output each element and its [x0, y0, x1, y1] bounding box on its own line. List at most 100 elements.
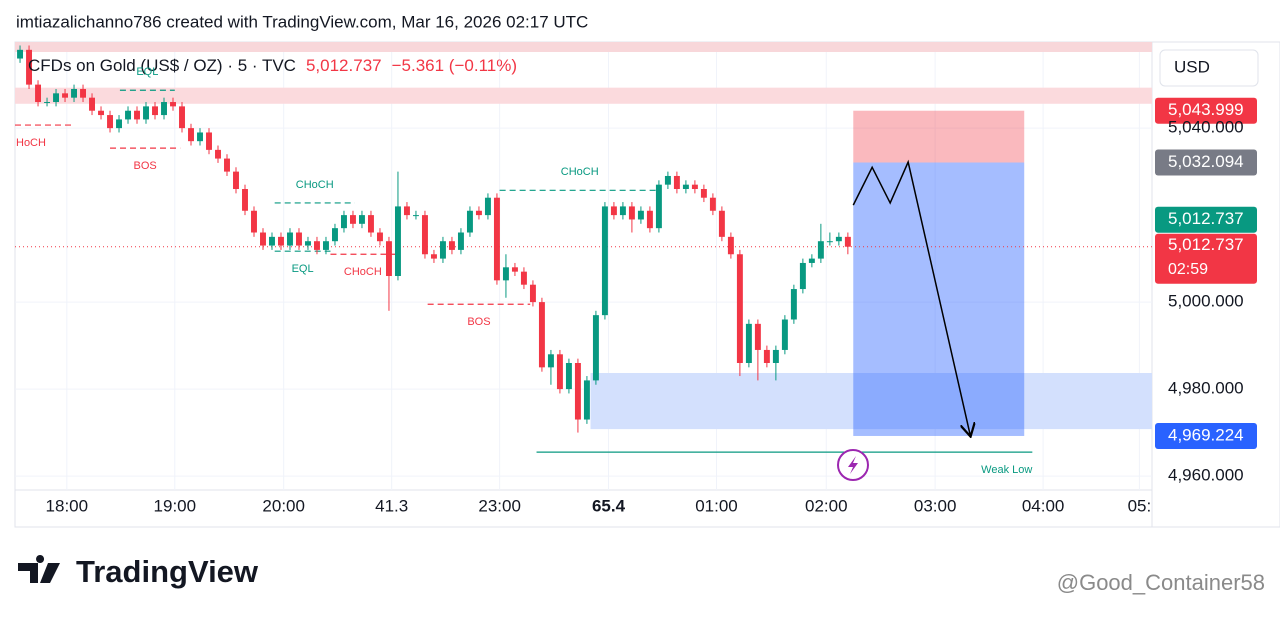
candle-body — [691, 184, 698, 190]
candle-body — [511, 267, 518, 272]
y-tick-label: 5,040.000 — [1168, 118, 1244, 137]
candle-body — [745, 323, 752, 363]
y-tick-label: 4,960.000 — [1168, 466, 1244, 485]
structure-label: BOS — [133, 160, 156, 172]
price-label: 5,043.999 — [1168, 100, 1244, 119]
candle-body — [592, 315, 599, 381]
candle-body — [71, 88, 77, 98]
candle-body — [781, 319, 788, 350]
zone — [590, 372, 1152, 430]
candle-body — [808, 258, 815, 263]
candle-body — [44, 102, 51, 104]
candle-body — [529, 284, 536, 303]
candle-body — [556, 354, 563, 390]
candle-body — [646, 210, 653, 229]
candle-body — [817, 241, 824, 259]
x-tick-label: 19:00 — [154, 496, 197, 515]
candle-body — [574, 362, 581, 420]
candle-body — [700, 189, 707, 198]
price-label: 5,032.094 — [1168, 152, 1244, 171]
candle-body — [538, 302, 545, 368]
projection-path — [852, 159, 970, 435]
candle-body — [826, 241, 833, 243]
structure-label: EQL — [136, 66, 158, 78]
candle-body — [664, 175, 671, 185]
plot — [15, 42, 1152, 490]
y-tick-label: 4,980.000 — [1168, 379, 1244, 398]
candle-body — [682, 184, 689, 190]
candle-body — [242, 189, 248, 211]
candle-body — [323, 241, 329, 250]
candle-body — [394, 206, 401, 277]
candle-body — [89, 97, 95, 111]
candle-body — [637, 210, 644, 220]
candle-body — [844, 236, 851, 247]
candle-body — [565, 362, 572, 390]
x-tick-label: 41.3 — [375, 496, 408, 515]
candle-body — [287, 232, 293, 246]
candle-body — [736, 254, 743, 363]
x-tick-label: 03:00 — [914, 496, 957, 515]
candle-body — [62, 93, 68, 98]
candle-body — [80, 88, 86, 98]
candle-body — [358, 215, 365, 224]
x-tick-label: 05: — [1128, 496, 1152, 515]
candle-body — [799, 262, 806, 290]
candle-body — [547, 354, 554, 368]
structure-label: CHoCH — [296, 179, 334, 191]
x-tick-label: 02:00 — [805, 496, 848, 515]
candle-body — [430, 254, 437, 259]
candle-body — [53, 93, 60, 103]
candle-body — [772, 349, 779, 363]
candle-body — [385, 241, 392, 277]
overlay: 5,012.737 02:59 5,043.999 5,032.094 5,012.73… — [852, 97, 1257, 449]
candle-body — [835, 236, 842, 242]
x-tick-label: 01:00 — [695, 496, 738, 515]
candle-body — [727, 236, 734, 255]
candle-body — [161, 102, 167, 116]
candle-body — [628, 206, 635, 220]
candle-body — [610, 206, 617, 216]
price-label-box — [1155, 233, 1257, 284]
candle-body — [493, 197, 500, 281]
x-tick-label: 65.4 — [592, 496, 626, 515]
price-label-box — [1155, 97, 1257, 124]
candle-body — [673, 175, 680, 190]
price-label-box — [1155, 206, 1257, 233]
lightning-icon[interactable] — [837, 449, 869, 481]
candle-body — [790, 289, 797, 320]
zone — [15, 42, 1152, 53]
legend-change: −5.361 (−0.11%) — [392, 56, 517, 75]
zone — [15, 87, 1152, 104]
candle-body — [601, 206, 608, 316]
currency-box[interactable] — [1159, 49, 1259, 87]
legend: CFDs on Gold (US$ / OZ) · 5 · TVC 5,012.7… — [28, 56, 517, 75]
candle-body — [367, 215, 374, 233]
candle-body — [754, 323, 761, 350]
candle-body — [421, 215, 428, 255]
y-tick-label: 5,000.000 — [1168, 292, 1244, 311]
candle-body — [206, 132, 212, 150]
candle-body — [448, 241, 455, 250]
brand-logo — [18, 555, 60, 583]
candle-body — [709, 197, 716, 211]
candle-body — [718, 210, 725, 237]
chart-frame — [14, 41, 1280, 528]
candle-body — [296, 232, 302, 246]
price-label-box — [1155, 422, 1257, 449]
candle-body — [116, 119, 122, 129]
brand: TradingView — [76, 554, 259, 589]
candle-body — [305, 241, 311, 246]
candle-body — [98, 110, 104, 116]
candle-body — [475, 210, 482, 216]
stop-zone — [853, 110, 1025, 163]
candle-body — [233, 171, 239, 190]
candle-body — [17, 49, 24, 59]
candle-body — [107, 115, 113, 129]
candle-body — [655, 184, 662, 229]
header: imtiazalichanno786 created with TradingV… — [16, 12, 588, 31]
candle-body — [170, 102, 176, 107]
candle-body — [349, 215, 356, 224]
structure-label: EQL — [292, 263, 314, 275]
